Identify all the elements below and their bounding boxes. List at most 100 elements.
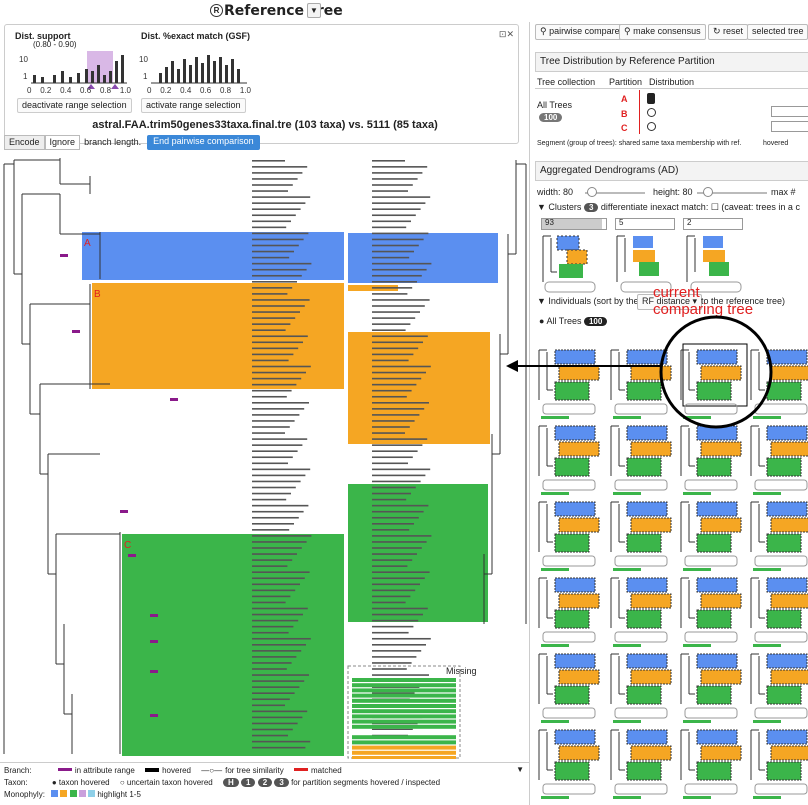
support-histogram[interactable]	[31, 51, 127, 93]
taxon-label-line[interactable]	[372, 420, 415, 422]
taxon-label-line[interactable]	[372, 486, 416, 489]
taxon-label-line[interactable]	[252, 281, 297, 283]
taxon-label-line[interactable]	[252, 746, 306, 749]
taxon-label-line[interactable]	[252, 601, 286, 604]
taxon-label-line[interactable]	[252, 498, 287, 501]
taxon-label-line[interactable]	[372, 317, 416, 319]
ad-partition-block[interactable]	[626, 501, 668, 517]
taxon-label-line[interactable]	[372, 341, 423, 344]
taxon-label-line[interactable]	[252, 208, 301, 210]
taxon-label-line[interactable]	[372, 559, 413, 561]
taxon-label-line[interactable]	[252, 414, 300, 416]
taxon-label-line[interactable]	[372, 571, 430, 573]
ignore-button[interactable]: Ignore	[44, 134, 81, 150]
taxon-label-line[interactable]	[372, 293, 408, 295]
taxon-label-line[interactable]	[372, 172, 423, 174]
ad-partition-block[interactable]	[558, 365, 600, 381]
ad-partition-block[interactable]	[554, 381, 590, 401]
taxon-label-line[interactable]	[252, 650, 302, 652]
taxon-label-line[interactable]	[372, 510, 424, 513]
taxon-label-line[interactable]	[252, 184, 293, 186]
taxon-label-line[interactable]	[252, 631, 289, 634]
taxon-label-line[interactable]	[372, 650, 422, 652]
missing-taxon-bar[interactable]	[352, 740, 456, 745]
taxon-label-line[interactable]	[252, 722, 298, 725]
taxon-label-line[interactable]	[372, 220, 411, 223]
taxon-label-line[interactable]	[252, 740, 311, 743]
taxon-label-line[interactable]	[252, 268, 307, 271]
taxon-label-line[interactable]	[252, 323, 291, 325]
taxon-label-line[interactable]	[252, 293, 288, 295]
ad-partition-block[interactable]	[766, 609, 802, 629]
taxon-label-line[interactable]	[372, 492, 411, 495]
taxon-label-line[interactable]	[252, 559, 293, 561]
ad-partition-block[interactable]	[770, 593, 808, 609]
taxon-label-line[interactable]	[372, 625, 414, 628]
taxon-label-line[interactable]	[252, 486, 296, 489]
missing-taxon-bar[interactable]	[352, 709, 456, 714]
taxon-label-line[interactable]	[252, 510, 304, 513]
taxon-label-line[interactable]	[252, 402, 309, 404]
ad-partition-block[interactable]	[696, 533, 732, 553]
ad-partition-block[interactable]	[696, 381, 732, 401]
taxon-label-line[interactable]	[252, 190, 288, 192]
ad-partition-block[interactable]	[558, 745, 600, 761]
ad-partition-block[interactable]	[766, 653, 808, 669]
taxon-label-line[interactable]	[252, 674, 309, 676]
taxon-label-line[interactable]	[252, 335, 308, 338]
taxon-label-line[interactable]	[252, 329, 286, 331]
taxon-label-line[interactable]	[252, 516, 299, 519]
ad-partition-block[interactable]	[766, 457, 802, 477]
taxon-label-line[interactable]	[252, 625, 294, 628]
taxon-label-line[interactable]	[252, 662, 292, 664]
ad-partition-block[interactable]	[696, 653, 738, 669]
taxon-label-line[interactable]	[252, 166, 308, 168]
taxon-label-line[interactable]	[372, 408, 425, 410]
taxon-label-line[interactable]	[372, 541, 427, 543]
taxon-label-line[interactable]	[372, 244, 419, 247]
taxon-label-line[interactable]	[372, 674, 429, 676]
ad-partition-block[interactable]	[696, 501, 738, 517]
taxon-label-line[interactable]	[252, 553, 297, 555]
taxon-label-line[interactable]	[252, 728, 293, 731]
taxon-label-line[interactable]	[372, 438, 428, 440]
taxon-label-line[interactable]	[372, 262, 432, 265]
taxon-label-line[interactable]	[252, 383, 297, 386]
taxon-label-line[interactable]	[252, 474, 306, 477]
ad-partition-block[interactable]	[766, 761, 802, 781]
missing-taxon-bar[interactable]	[352, 724, 456, 729]
taxon-label-line[interactable]	[372, 274, 422, 277]
taxon-label-line[interactable]	[372, 577, 425, 580]
close-icon[interactable]: ⊡✕	[498, 29, 514, 39]
taxon-label-line[interactable]	[252, 196, 311, 198]
taxon-label-line[interactable]	[252, 535, 312, 537]
taxon-label-line[interactable]	[372, 281, 417, 283]
taxon-label-line[interactable]	[372, 444, 423, 446]
ad-partition-block[interactable]	[630, 669, 672, 685]
taxon-label-line[interactable]	[372, 692, 415, 694]
taxon-label-line[interactable]	[372, 160, 405, 162]
taxon-label-line[interactable]	[252, 432, 285, 434]
taxon-label-line[interactable]	[252, 226, 287, 229]
taxon-label-line[interactable]	[252, 698, 290, 701]
ad-partition-block[interactable]	[696, 729, 738, 745]
ad-partition-block[interactable]	[626, 577, 668, 593]
missing-taxon-bar[interactable]	[352, 735, 456, 740]
taxon-label-line[interactable]	[252, 389, 292, 392]
missing-taxon-bar[interactable]	[352, 730, 456, 734]
taxon-label-line[interactable]	[252, 492, 291, 495]
taxon-label-line[interactable]	[372, 529, 410, 531]
ad-partition-block[interactable]	[696, 425, 738, 441]
taxon-label-line[interactable]	[252, 274, 302, 277]
taxon-label-line[interactable]	[372, 583, 420, 586]
individual-trees-grid[interactable]	[531, 330, 808, 805]
taxon-label-line[interactable]	[372, 371, 426, 374]
selected-trees-button[interactable]: selected tree	[747, 24, 808, 40]
ad-partition-block[interactable]	[770, 669, 808, 685]
taxon-label-line[interactable]	[372, 480, 421, 483]
missing-taxon-bar[interactable]	[352, 745, 456, 750]
cluster-bar-3[interactable]	[683, 218, 743, 230]
ad-partition-block[interactable]	[630, 745, 672, 761]
taxon-label-line[interactable]	[372, 335, 428, 338]
taxon-label-line[interactable]	[372, 347, 419, 350]
